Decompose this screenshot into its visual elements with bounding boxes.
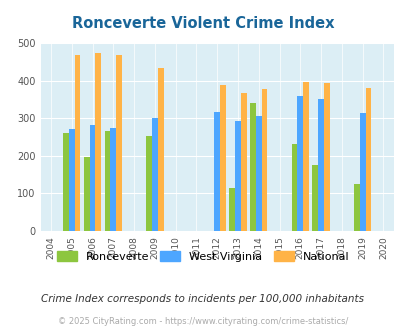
Bar	[353, 184, 359, 231]
Bar	[359, 113, 364, 231]
Bar	[229, 188, 234, 231]
Bar	[364, 88, 371, 231]
Bar	[249, 103, 255, 231]
Bar	[234, 121, 240, 231]
Text: Crime Index corresponds to incidents per 100,000 inhabitants: Crime Index corresponds to incidents per…	[41, 294, 364, 304]
Bar	[291, 145, 297, 231]
Bar	[95, 53, 101, 231]
Bar	[261, 89, 267, 231]
Text: © 2025 CityRating.com - https://www.cityrating.com/crime-statistics/: © 2025 CityRating.com - https://www.city…	[58, 317, 347, 326]
Bar	[104, 131, 110, 231]
Text: Ronceverte Violent Crime Index: Ronceverte Violent Crime Index	[72, 16, 333, 31]
Bar	[83, 157, 90, 231]
Bar	[240, 93, 246, 231]
Bar	[214, 113, 220, 231]
Bar	[146, 136, 151, 231]
Bar	[90, 125, 95, 231]
Bar	[69, 129, 75, 231]
Bar	[151, 118, 158, 231]
Bar	[303, 82, 308, 231]
Bar	[63, 133, 69, 231]
Bar	[323, 83, 329, 231]
Bar	[297, 96, 303, 231]
Bar	[158, 69, 163, 231]
Bar	[255, 116, 261, 231]
Bar	[318, 99, 323, 231]
Bar	[311, 165, 318, 231]
Bar	[116, 55, 122, 231]
Bar	[75, 54, 80, 231]
Legend: Ronceverte, West Virginia, National: Ronceverte, West Virginia, National	[52, 247, 353, 267]
Bar	[220, 85, 225, 231]
Bar	[110, 128, 116, 231]
